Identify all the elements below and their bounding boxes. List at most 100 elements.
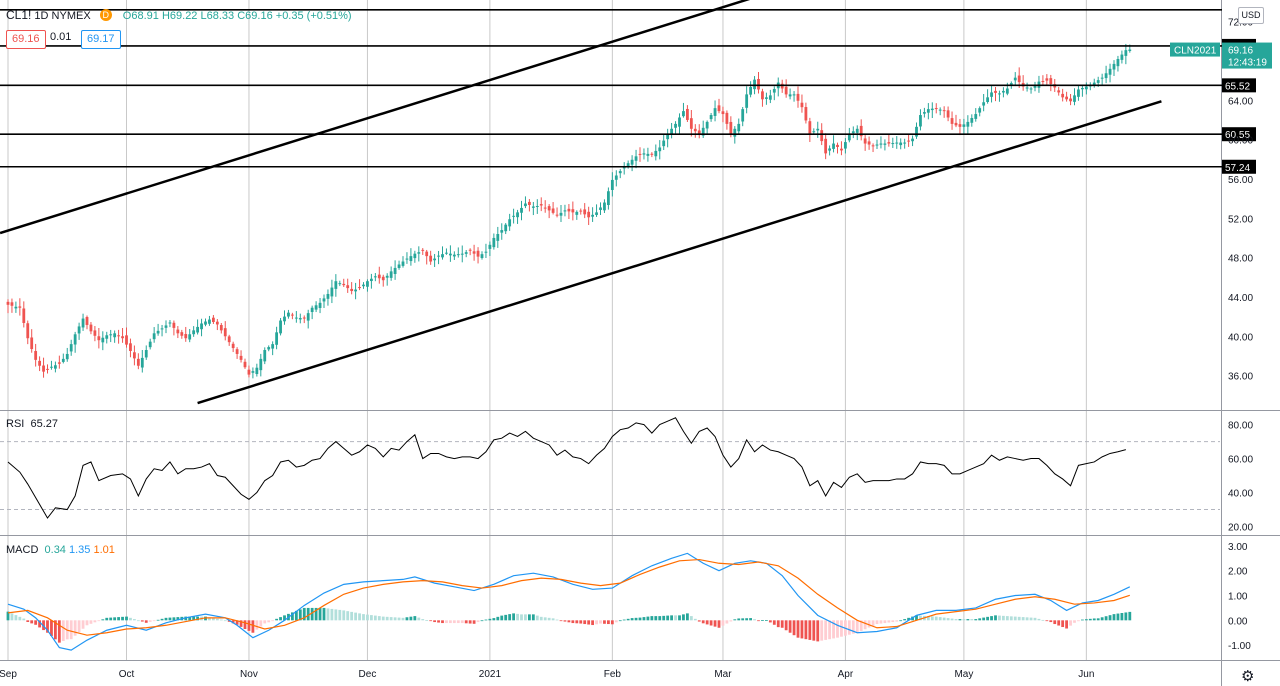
macd-hist-bar (531, 614, 535, 621)
macd-hist-bar (729, 620, 733, 622)
macd-line (7, 552, 1131, 651)
candle-body (109, 334, 113, 336)
macd-hist-bar (970, 619, 974, 621)
macd-hist-bar (208, 617, 211, 621)
candle-body (516, 212, 519, 218)
candle-body (1005, 88, 1009, 94)
trendline-2 (197, 100, 1162, 405)
data-status-icon[interactable]: D (99, 9, 112, 21)
macd-hist-bar (705, 620, 709, 625)
macd-hist-bar (618, 620, 622, 622)
candle-body (571, 209, 575, 213)
macd-hist-bar (784, 620, 788, 631)
interval-label[interactable]: 1D (34, 10, 49, 22)
symbol-label[interactable]: CL1! (6, 8, 32, 22)
macd-hist-bar (472, 620, 476, 624)
candle-body (306, 313, 310, 321)
rsi-name[interactable]: RSI (6, 418, 25, 430)
macd-hist-bar (599, 620, 602, 624)
settings-gear-icon[interactable]: ⚙ (1241, 668, 1255, 685)
macd-hist-bar (733, 619, 737, 621)
macd-hist-bar (259, 620, 263, 627)
macd-hist-bar (701, 620, 705, 624)
macd-hist-bar (559, 620, 563, 622)
macd-hist-bar (757, 620, 760, 622)
sell-price-button[interactable]: 69.16 (6, 30, 46, 49)
candle-body (472, 251, 476, 254)
macd-hist-bar (622, 619, 626, 621)
currency-button[interactable]: USD (1238, 7, 1264, 24)
macd-hist-bar (666, 615, 670, 621)
candle-body (42, 365, 45, 372)
macd-hist-bar (215, 618, 219, 621)
candle-body (879, 143, 883, 145)
macd-hist-bar (840, 620, 843, 637)
candle-body (1081, 87, 1084, 90)
macd-hist-bar (796, 620, 800, 638)
candle-body (133, 352, 136, 359)
macd-hist-bar (638, 617, 642, 621)
macd-hist-bar (1073, 620, 1076, 623)
macd-hist-bar (140, 620, 144, 622)
candle-body (926, 109, 930, 113)
chart-header: CL1! 1D NYMEX D O68.91 H69.22 L68.33 C69… (6, 8, 352, 22)
macd-hist-bar (93, 620, 97, 623)
macd-hist-bar (1029, 617, 1033, 621)
macd-hist-bar (279, 617, 282, 621)
macd-hist-bar (1065, 620, 1068, 629)
candle-body (978, 108, 982, 113)
candle-body (508, 219, 512, 227)
candle-body (255, 367, 259, 375)
macd-hist-bar (121, 616, 124, 621)
candle-body (362, 284, 365, 287)
macd-hist-bar (302, 607, 306, 621)
candle-body (421, 249, 425, 251)
candle-body (666, 133, 670, 140)
candle-body (212, 317, 215, 323)
candle-body (338, 283, 342, 285)
macd-hist-bar (10, 613, 14, 621)
macd-hist-bar (227, 620, 231, 622)
candle-body (314, 305, 318, 310)
candle-body (535, 205, 539, 207)
macd-hist-bar (954, 619, 958, 621)
macd-hist-bar (1037, 618, 1041, 621)
macd-hist-bar (310, 607, 314, 621)
macd-hist-bar (832, 620, 835, 639)
macd-hist-bar (496, 616, 500, 621)
candle-body (492, 237, 496, 248)
macd-name[interactable]: MACD (6, 544, 39, 556)
macd-hist-bar (583, 620, 587, 625)
rsi-tick-60.00: 60.00 (1228, 455, 1253, 466)
buy-price-button[interactable]: 69.17 (81, 30, 121, 49)
macd-hist-bar (551, 618, 555, 621)
candle-body (903, 142, 907, 144)
candle-body (93, 330, 97, 336)
macd-hist-bar (196, 616, 199, 621)
macd-hist-bar (780, 620, 784, 628)
macd-hist-bar (271, 620, 275, 622)
ohlc-close: C69.16 (237, 10, 273, 22)
macd-hist-bar (670, 615, 673, 621)
macd-hist-bar (433, 620, 436, 623)
candle-body (938, 109, 942, 111)
candle-body (148, 341, 152, 348)
candle-body (105, 335, 109, 339)
macd-hist-bar (571, 620, 575, 624)
candle-body (318, 302, 322, 308)
candle-body (425, 251, 429, 257)
macd-hist-bar (855, 620, 859, 633)
macd-hist-bar (464, 620, 468, 624)
candle-body (10, 302, 14, 306)
macd-hist-bar (1002, 615, 1005, 621)
macd-hist-bar (373, 615, 377, 621)
macd-hist-bar (437, 620, 440, 623)
candle-body (1017, 75, 1021, 83)
candle-body (291, 314, 294, 316)
candle-body (121, 336, 124, 339)
candle-body (638, 153, 642, 155)
price-tick-56.00: 56.00 (1228, 175, 1253, 186)
candle-body (887, 142, 891, 144)
macd-hist-bar (1069, 620, 1072, 626)
